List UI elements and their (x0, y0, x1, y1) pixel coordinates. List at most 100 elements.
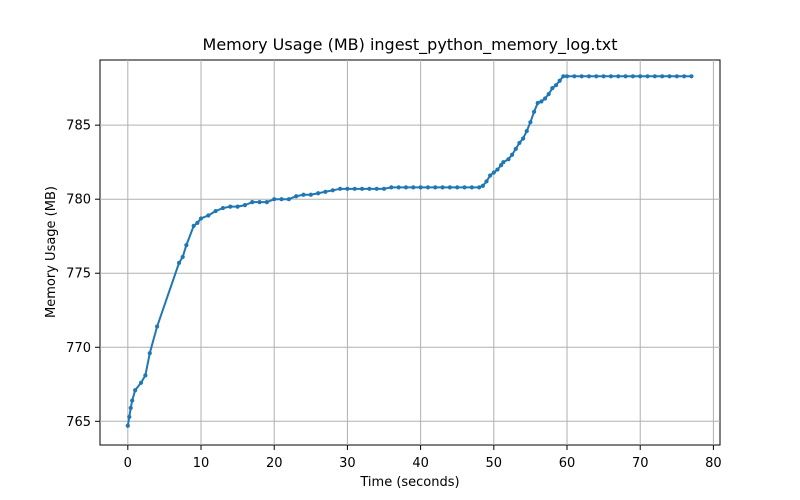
memory-data-point (257, 200, 262, 205)
memory-data-point (264, 200, 269, 205)
memory-data-point (674, 74, 679, 79)
memory-data-point (125, 423, 130, 428)
memory-data-point (147, 351, 152, 356)
memory-data-point (381, 186, 387, 191)
memory-data-point (488, 173, 493, 178)
memory-data-point (645, 74, 650, 79)
memory-data-point (623, 74, 628, 79)
memory-data-point (477, 185, 482, 190)
x-tick-label: 80 (705, 456, 722, 471)
memory-data-point (528, 120, 533, 125)
memory-series-points (125, 74, 694, 428)
memory-data-point (561, 74, 566, 79)
memory-data-point (682, 74, 687, 79)
y-tick-label: 780 (66, 193, 91, 208)
memory-data-point (638, 74, 643, 79)
memory-data-point (389, 185, 394, 190)
memory-data-point (198, 216, 204, 221)
memory-data-point (510, 152, 515, 157)
memory-data-point (484, 179, 489, 184)
memory-data-point (242, 203, 248, 208)
memory-data-point (542, 96, 548, 101)
x-tick-label: 20 (266, 456, 283, 471)
memory-data-point (154, 324, 160, 329)
memory-data-point (506, 157, 511, 162)
memory-data-point (130, 398, 135, 403)
memory-data-point (374, 186, 379, 191)
memory-data-point (367, 186, 372, 191)
memory-data-point (127, 414, 132, 419)
y-tick-label: 785 (66, 119, 91, 134)
memory-data-point (359, 186, 365, 191)
memory-series-line (126, 75, 693, 427)
memory-data-point (330, 188, 335, 193)
memory-data-point (138, 380, 144, 385)
memory-data-point (630, 74, 635, 79)
memory-data-point (301, 192, 306, 197)
memory-data-point (447, 185, 452, 190)
memory-data-point (440, 185, 445, 190)
memory-data-point (403, 185, 409, 190)
memory-data-point (501, 160, 506, 165)
memory-data-point (579, 74, 584, 79)
memory-data-point (433, 185, 438, 190)
memory-data-point (564, 74, 570, 79)
memory-data-point (535, 100, 540, 106)
memory-data-point (272, 197, 277, 202)
memory-data-point (323, 189, 328, 194)
memory-data-point (308, 192, 313, 197)
memory-data-point (180, 254, 185, 260)
memory-data-point (553, 83, 559, 88)
memory-data-point (517, 140, 522, 146)
memory-data-point (531, 109, 537, 114)
memory-data-point (418, 185, 423, 190)
memory-data-point (524, 128, 529, 134)
memory-data-point (667, 74, 672, 79)
memory-data-point (286, 197, 291, 202)
memory-data-point (143, 373, 148, 378)
x-tick-label: 0 (124, 456, 132, 471)
x-tick-label: 50 (486, 456, 503, 471)
memory-data-point (128, 405, 133, 411)
memory-data-point (352, 186, 357, 191)
memory-data-point (455, 185, 460, 190)
memory-data-point (586, 74, 592, 79)
memory-data-point (462, 185, 467, 190)
memory-data-point (499, 163, 504, 168)
chart-title: Memory Usage (MB) ingest_python_memory_l… (203, 35, 618, 55)
memory-data-point (601, 74, 606, 79)
memory-data-point (133, 388, 138, 393)
memory-data-point (660, 74, 665, 79)
y-tick-label: 770 (66, 341, 91, 356)
memory-data-point (550, 86, 555, 91)
memory-data-point (316, 191, 321, 196)
memory-data-point (469, 185, 474, 190)
memory-data-point (539, 99, 544, 104)
memory-data-point (513, 146, 518, 151)
memory-data-point (396, 185, 401, 190)
grid-lines (100, 60, 720, 445)
memory-data-point (184, 242, 189, 248)
memory-data-point (425, 185, 431, 190)
x-tick-label: 60 (559, 456, 576, 471)
memory-data-point (337, 186, 343, 191)
memory-data-point (520, 136, 526, 141)
memory-data-point (195, 220, 200, 225)
x-tick-label: 70 (632, 456, 649, 471)
memory-data-point (608, 74, 614, 79)
memory-data-point (235, 204, 240, 209)
memory-data-point (594, 74, 599, 79)
memory-data-point (557, 78, 562, 83)
x-axis-label: Time (seconds) (359, 475, 459, 490)
y-axis-label: Memory Usage (MB) (44, 186, 59, 318)
memory-data-point (176, 260, 182, 265)
memory-data-point (616, 74, 621, 79)
memory-data-point (345, 186, 350, 191)
memory-data-point (495, 167, 500, 172)
memory-data-point (191, 223, 196, 228)
y-axis-ticks: 765 770 775 780 785 (66, 119, 100, 430)
memory-data-point (480, 183, 485, 188)
x-tick-label: 40 (412, 456, 429, 471)
